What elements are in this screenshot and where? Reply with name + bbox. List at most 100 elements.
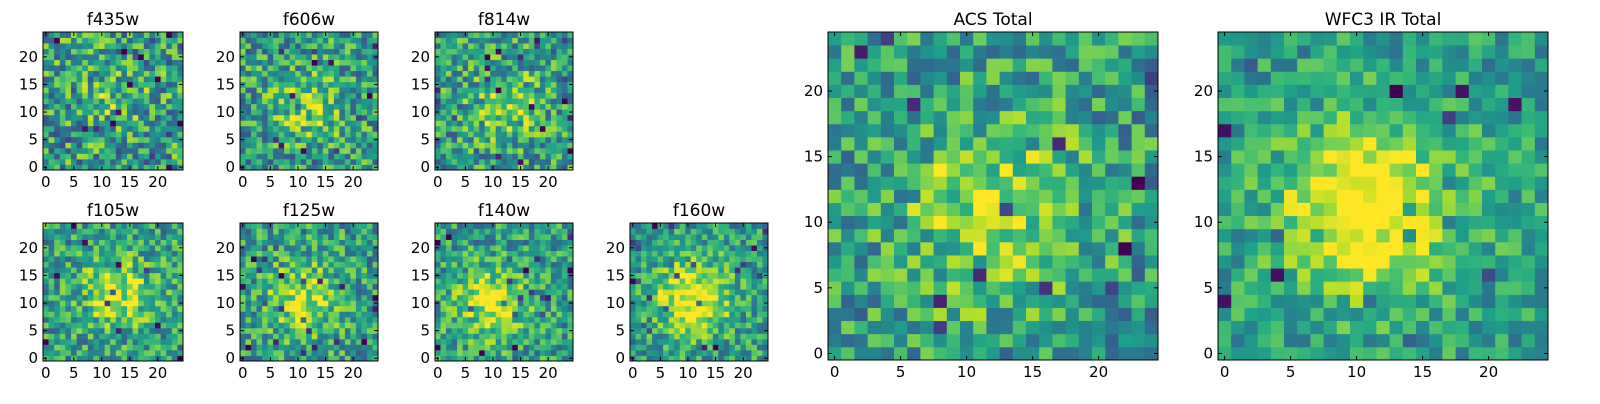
heatmap-cell [934,242,948,256]
heatmap-cell [273,311,279,317]
heatmap-cell [446,344,452,350]
heatmap-cell [1039,334,1053,348]
heatmap-cell [718,234,724,240]
heatmap-cell [105,317,111,323]
heatmap-cell [339,317,345,323]
heatmap-cell [507,82,513,88]
heatmap-cell [474,311,480,317]
heatmap-cell [121,322,127,328]
heatmap-cell [724,278,730,284]
heatmap-cell [501,223,507,229]
heatmap-cell [468,38,474,44]
heatmap-cell [435,153,441,159]
heatmap-cell [127,317,133,323]
heatmap-cell [562,148,568,154]
heatmap-cell [540,153,546,159]
heatmap-cell [463,251,469,257]
heatmap-cell [43,98,49,104]
heatmap-cell [512,234,518,240]
heatmap-cell [674,306,680,312]
heatmap-cell [630,251,636,257]
heatmap-cell [361,76,367,82]
heatmap-cell [841,308,855,322]
heatmap-cell [328,344,334,350]
heatmap-cell [279,98,285,104]
heatmap-cell [868,150,882,164]
heatmap-cell [279,32,285,38]
heatmap-cell [251,93,257,99]
heatmap-cell [246,54,252,60]
heatmap-cell [479,32,485,38]
x-tick-label: 10 [92,364,111,382]
heatmap-cell [696,245,702,251]
heatmap-cell [562,344,568,350]
heatmap-cell [262,245,268,251]
heatmap-cell [485,273,491,279]
heatmap-cell [339,295,345,301]
heatmap-cell [512,71,518,77]
heatmap-cell [339,273,345,279]
heatmap-cell [1092,229,1106,243]
heatmap-cell [155,109,161,115]
heatmap-cell [828,334,842,348]
heatmap-cell [740,240,746,246]
heatmap-cell [490,229,496,235]
heatmap-cell [947,163,961,177]
heatmap-cell [82,333,88,339]
heatmap-cell [138,137,144,143]
heatmap-cell [295,311,301,317]
heatmap-cell [518,295,524,301]
heatmap-cell [172,76,178,82]
heatmap-cell [279,142,285,148]
heatmap-cell [474,54,480,60]
heatmap-cell [485,43,491,49]
heatmap-cell [501,71,507,77]
heatmap-cell [474,120,480,126]
heatmap-cell [457,104,463,110]
heatmap-cell [474,267,480,273]
heatmap-cell [105,142,111,148]
y-tick-label: 20 [411,48,430,66]
heatmap-cell [149,60,155,66]
heatmap-cell [468,142,474,148]
heatmap-cell [501,339,507,345]
heatmap-cell [1026,203,1040,217]
heatmap-cell [60,76,66,82]
heatmap-cell [361,278,367,284]
heatmap-cell [367,278,373,284]
heatmap-cell [479,251,485,257]
heatmap-cell [301,82,307,88]
heatmap-cell [77,126,83,132]
heatmap-cell [116,300,122,306]
heatmap-cell [652,273,658,279]
heatmap-cell [452,76,458,82]
heatmap-cell [718,306,724,312]
heatmap-cell [757,273,763,279]
heatmap-cell [345,98,351,104]
heatmap-cell [1000,308,1014,322]
heatmap-cell [446,322,452,328]
heatmap-cell [361,120,367,126]
heatmap-cell [312,153,318,159]
heatmap-cell [306,126,312,132]
heatmap-cell [295,60,301,66]
heatmap-cell [468,65,474,71]
heatmap-cell [71,328,77,334]
heatmap-cell [562,273,568,279]
y-tick-label: 10 [411,294,430,312]
heatmap-cell [490,115,496,121]
heatmap-cell [88,284,94,290]
heatmap-cell [685,256,691,262]
heatmap-cell [77,251,83,257]
heatmap-cell [121,240,127,246]
heatmap-cell [105,344,111,350]
heatmap-cell [339,131,345,137]
heatmap-cell [441,32,447,38]
heatmap-cell [279,278,285,284]
heatmap-cell [707,284,713,290]
heatmap-cell [166,142,172,148]
heatmap-cell [669,267,675,273]
heatmap-cell [172,284,178,290]
heatmap-cell [474,234,480,240]
heatmap-cell [312,311,318,317]
